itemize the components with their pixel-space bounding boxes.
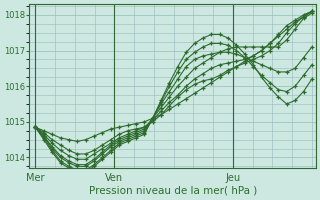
X-axis label: Pression niveau de la mer( hPa ): Pression niveau de la mer( hPa )	[89, 186, 257, 196]
